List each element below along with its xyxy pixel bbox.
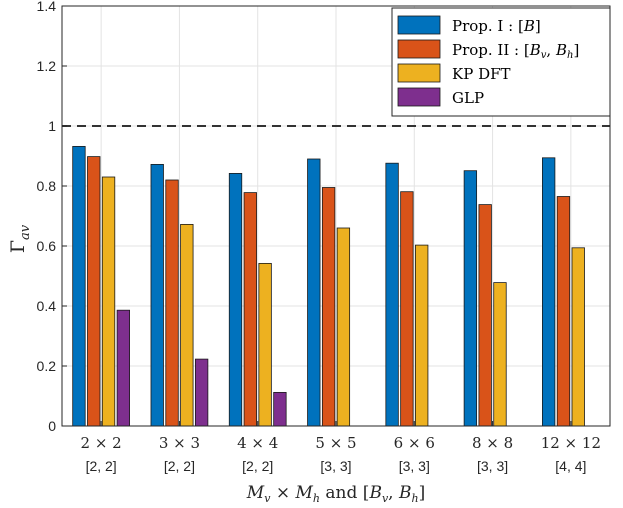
y-tick-label-7: 1.4 [37,0,57,14]
legend-swatch-prop2 [397,39,441,59]
bar-3-0 [116,309,130,427]
x-label-times: × [270,483,295,503]
x-tick-label-2: 4 × 4 [237,434,278,452]
bar-3-2 [273,391,287,427]
bar-2-2 [258,262,272,427]
bar-2-5 [493,282,507,427]
x-label-Bh: B [398,483,412,503]
legend-prop1-B: B [523,17,535,35]
legend-prop2-v: v [541,50,547,61]
y-axis-label: Γav [7,224,33,253]
legend-swatch-prop1 [397,15,441,35]
bar-0-6 [542,157,556,427]
x-label-Mh: M [295,483,314,503]
x-label-Bv: B [368,483,382,503]
bar-1-1 [165,179,179,427]
y-tick-labels: 0 0.2 0.4 0.6 0.8 1 1.2 1.4 [37,0,67,434]
bar-0-5 [463,170,478,427]
legend-prop1-tail: ] [535,17,541,35]
y-tick-label-5: 1 [48,118,56,134]
legend-label-prop1: Prop. I : [B] [452,17,541,35]
bar-1-4 [400,191,414,427]
legend: Prop. I : [B] Prop. II : [Bv, Bh] KP DFT… [391,7,611,117]
legend-prop2-h: h [567,50,573,61]
bar-1-6 [556,196,571,427]
x-label-comma: , [388,483,399,503]
x-label-close: ] [419,483,426,503]
y-tick-label-4: 0.8 [37,178,57,194]
x-tick-labels: 2 × 2 [2, 2] 3 × 3 [2, 2] 4 × 4 [2, 2] 5 × 5 [3… [81,421,601,474]
legend-prop2-Bh: B [555,41,567,59]
x-tick-sublabel-2: [2, 2] [242,458,273,474]
bars [72,145,585,427]
bar-2-4 [415,244,429,427]
x-tick-sublabel-0: [2, 2] [86,458,117,474]
y-tick-label-0: 0 [48,418,56,434]
bar-1-0 [87,156,101,427]
legend-prop2-mid: , [546,41,556,59]
legend-prop2-text: Prop. II : [ [452,41,530,59]
x-tick-label-5: 8 × 8 [472,434,513,452]
x-label-Mv: M [246,483,265,503]
y-tick-label-1: 0.2 [37,358,57,374]
bar-3-1 [194,358,209,427]
x-tick-label-0: 2 × 2 [81,434,122,452]
x-tick-label-6: 12 × 12 [541,434,601,452]
bar-2-3 [336,227,351,427]
y-tick-label-3: 0.6 [37,238,57,254]
bar-2-6 [571,247,585,427]
x-tick-sublabel-4: [3, 3] [399,458,430,474]
y-label-sub: av [18,224,33,240]
legend-label-prop2: Prop. II : [Bv, Bh] [452,41,579,61]
bar-2-1 [180,223,194,427]
bar-0-1 [150,163,164,427]
x-label-and: and [320,483,363,503]
bar-2-0 [101,176,116,427]
bar-0-4 [385,162,399,427]
x-tick-sublabel-6: [4, 4] [555,458,586,474]
bar-1-2 [243,192,257,427]
y-tick-label-6: 1.2 [37,58,57,74]
legend-prop2-tail: ] [573,41,579,59]
x-label-Bh-sub: h [411,492,418,505]
x-tick-label-4: 6 × 6 [394,434,435,452]
x-tick-sublabel-1: [2, 2] [164,458,195,474]
bar-1-5 [478,204,492,427]
y-tick-label-2: 0.4 [37,298,57,314]
x-tick-sublabel-5: [3, 3] [477,458,508,474]
x-label-Mv-sub: v [264,492,271,505]
legend-label-glp: GLP [452,89,484,107]
x-tick-sublabel-3: [3, 3] [320,458,351,474]
bar-0-3 [307,158,321,427]
bar-0-2 [228,172,243,427]
x-axis-label: Mv × Mh and [Bv, Bh] [246,483,425,505]
x-tick-label-1: 3 × 3 [159,434,200,452]
legend-prop2-Bv: B [529,41,541,59]
legend-swatch-kpdft [397,63,441,83]
y-label-base: Γ [7,240,29,253]
legend-label-kpdft: KP DFT [452,65,511,83]
x-label-Bv-sub: v [382,492,389,505]
x-label-bracket: [ [363,483,370,503]
x-label-Mh-sub: h [313,492,320,505]
legend-swatch-glp [397,87,441,107]
bar-0-0 [72,145,86,427]
x-tick-label-3: 5 × 5 [315,434,356,452]
bar-1-3 [321,187,336,427]
legend-prop1-text: Prop. I : [ [452,17,524,35]
